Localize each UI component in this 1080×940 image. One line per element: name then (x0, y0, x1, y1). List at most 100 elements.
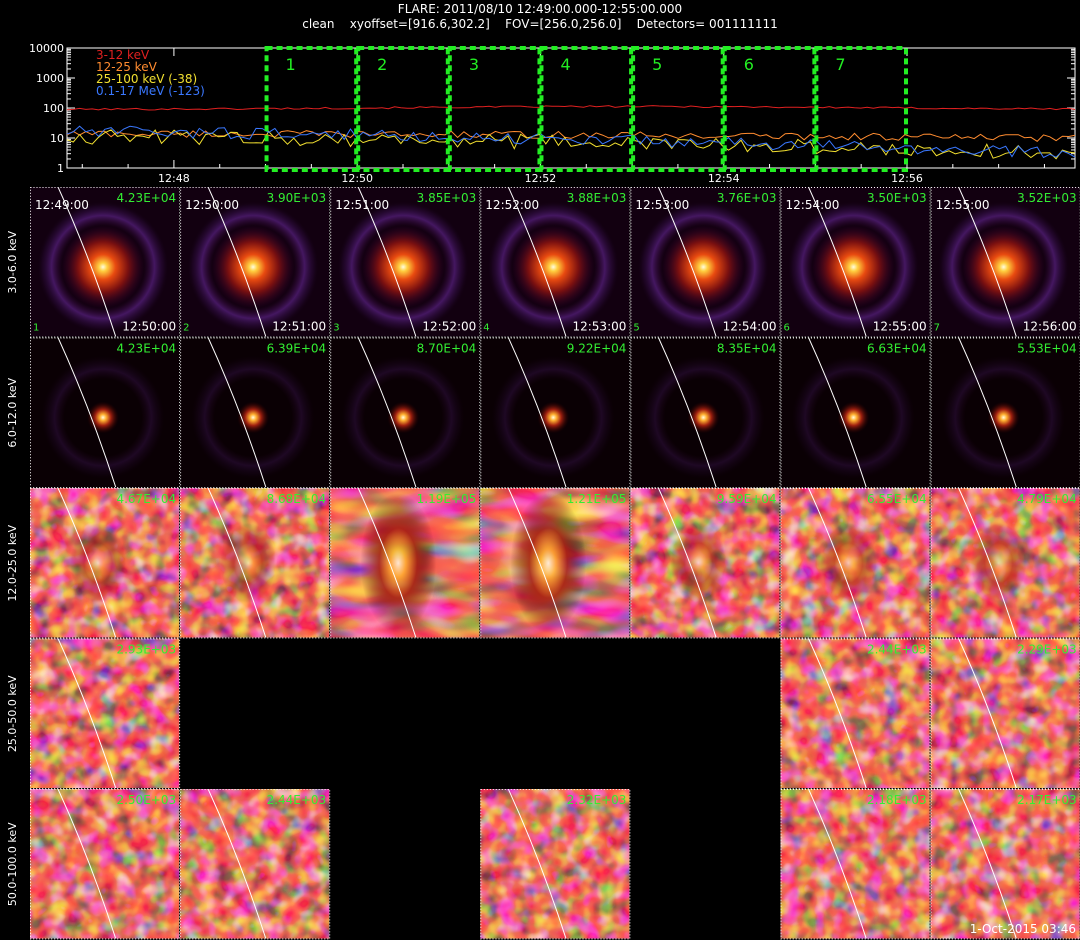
source-blob (811, 225, 896, 309)
image-panel: 3.88E+03 12:52:00 12:53:00 4 (480, 187, 631, 338)
solar-limb-line (507, 789, 567, 939)
panel-frame (330, 488, 481, 639)
panel-frame (480, 187, 631, 338)
row-label: 3.0-6.0 keV (6, 230, 19, 293)
y-tick-label: 1 (57, 162, 64, 175)
peak-value-label: 6.55E+04 (867, 492, 927, 506)
source-blob (237, 401, 270, 434)
solar-limb-line (657, 488, 717, 638)
solar-limb-line (958, 638, 1017, 788)
source-blob (970, 523, 1027, 603)
end-time-label: 12:52:00 (422, 320, 476, 334)
solar-limb-line (57, 638, 117, 788)
image-panel: 6.63E+04 (780, 337, 931, 488)
peak-value-label: 4.23E+04 (116, 342, 176, 356)
image-panel: 3.85E+03 12:51:00 12:52:00 3 (330, 187, 481, 338)
image-panel: 3.76E+03 12:53:00 12:54:00 5 (630, 187, 781, 338)
source-blob (987, 401, 1020, 434)
time-window-label: 6 (744, 55, 754, 74)
start-time-label: 12:55:00 (936, 198, 990, 212)
peak-value-label: 4.23E+04 (116, 191, 176, 205)
panel-frame (630, 488, 781, 639)
legend-entry: 25-100 keV (-38) (96, 72, 197, 86)
start-time-label: 12:53:00 (635, 198, 689, 212)
image-panel: 2.50E+03 (30, 789, 181, 940)
start-time-label: 12:49:00 (35, 198, 89, 212)
peak-value-label: 5.53E+04 (1017, 342, 1077, 356)
peak-value-label: 2.93E+03 (116, 643, 176, 657)
panel-index-label: 7 (934, 323, 940, 334)
source-blob (687, 401, 720, 434)
panel-frame (180, 337, 331, 488)
panel-frame (930, 638, 1080, 789)
image-panel: 2.17E+03 (930, 789, 1080, 940)
panel-frame (780, 488, 931, 639)
panel-frame (930, 488, 1080, 639)
y-tick-label: 10000 (29, 42, 64, 55)
solar-limb-line (57, 187, 117, 337)
peak-value-label: 2.44E+03 (267, 793, 327, 807)
peak-value-label: 6.39E+04 (267, 342, 327, 356)
solar-limb-line (357, 187, 417, 337)
panel-frame (480, 488, 631, 639)
peak-value-label: 1.21E+05 (567, 492, 627, 506)
solar-limb-line (808, 638, 867, 788)
source-blob (361, 225, 446, 309)
time-window-box (814, 46, 909, 172)
solar-limb-line (507, 337, 567, 487)
peak-value-label: 2.50E+03 (116, 793, 176, 807)
solar-limb-line (657, 187, 717, 337)
noise-map (480, 789, 630, 939)
source-blob (211, 225, 296, 309)
solar-limb-line (207, 488, 267, 638)
solar-limb-line (958, 187, 1017, 337)
panel-frame (780, 337, 931, 488)
panel-frame (780, 789, 931, 940)
noise-map (780, 789, 930, 939)
image-panel: 8.70E+04 (330, 337, 481, 488)
peak-value-label: 3.76E+03 (717, 191, 777, 205)
x-tick-label: 12:54 (708, 172, 740, 185)
image-panel: 9.22E+04 (480, 337, 631, 488)
solar-limb-line (357, 337, 417, 487)
solar-limb-line (57, 337, 117, 487)
time-window-label: 1 (286, 55, 296, 74)
peak-value-label: 8.70E+04 (417, 342, 477, 356)
source-blob (537, 401, 570, 434)
peak-value-label: 3.85E+03 (417, 191, 477, 205)
noise-map (30, 789, 180, 939)
time-window-label: 5 (652, 55, 662, 74)
time-window-box (631, 46, 725, 172)
source-blob (511, 225, 596, 309)
peak-value-label: 3.90E+03 (267, 191, 327, 205)
solar-limb-line (808, 337, 867, 487)
solar-limb-line (958, 337, 1017, 487)
end-time-label: 12:55:00 (873, 320, 927, 334)
solar-limb-line (657, 337, 717, 487)
peak-value-label: 6.63E+04 (867, 342, 927, 356)
panel-index-label: 5 (633, 323, 639, 334)
panel-frame (30, 488, 181, 639)
panel-frame (780, 638, 931, 789)
image-panel: 2.93E+03 (30, 638, 181, 789)
panel-frame (930, 337, 1080, 488)
solar-limb-line (958, 488, 1017, 638)
solar-limb-line (57, 789, 117, 939)
row-label: 6.0-12.0 keV (6, 377, 19, 447)
image-panel: 2.18E+03 (780, 789, 931, 940)
row-label: 25.0-50.0 keV (6, 675, 19, 752)
solar-limb-line (808, 187, 867, 337)
source-blob (61, 225, 145, 309)
image-panel: 6.39E+04 (180, 337, 331, 488)
source-blob (87, 401, 119, 434)
image-panel: 1.19E+05 (330, 488, 481, 639)
panel-frame (480, 337, 631, 488)
panel-index-label: 2 (183, 323, 189, 334)
row-label: 12.0-25.0 keV (6, 524, 19, 601)
peak-value-label: 9.59E+04 (717, 492, 777, 506)
panel-frame (930, 187, 1080, 338)
time-window-label: 4 (560, 55, 570, 74)
noise-map (780, 638, 930, 788)
solar-limb-line (507, 187, 567, 337)
solar-limb-line (57, 488, 117, 638)
